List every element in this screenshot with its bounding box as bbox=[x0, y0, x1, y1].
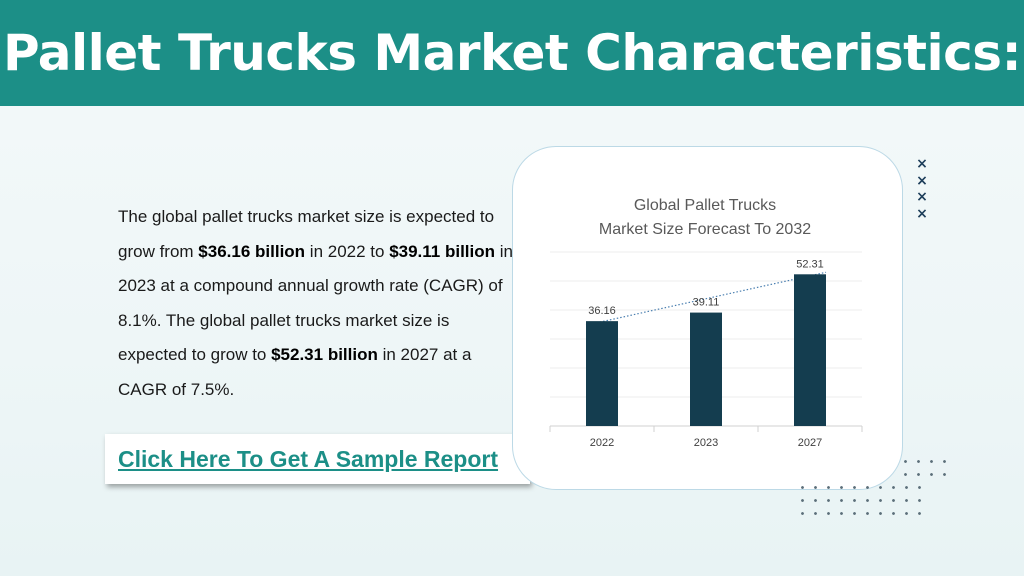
market-summary-text: The global pallet trucks market size is … bbox=[118, 200, 518, 408]
summary-text-part: in 2023 at a compound annual growth rate… bbox=[118, 241, 513, 365]
sample-report-link[interactable]: Click Here To Get A Sample Report bbox=[118, 445, 499, 472]
x-tick-label: 2022 bbox=[590, 437, 614, 449]
x-tick-label: 2027 bbox=[798, 437, 822, 449]
x-mark-icon: × bbox=[916, 189, 928, 205]
bar-value-label: 39.11 bbox=[693, 297, 720, 309]
market-size-chart: Global Pallet Trucks Market Size Forecas… bbox=[549, 197, 863, 449]
decorative-dot-grid bbox=[899, 455, 951, 481]
header-banner: Pallet Trucks Market Characteristics: bbox=[0, 0, 1024, 106]
chart-title-line2: Market Size Forecast To 2032 bbox=[599, 221, 811, 238]
page-title: Pallet Trucks Market Characteristics: bbox=[2, 24, 1022, 82]
decorative-x-marks: × × × × bbox=[913, 156, 931, 222]
bar-2022 bbox=[586, 321, 618, 426]
x-mark-icon: × bbox=[916, 205, 928, 222]
bar-value-label: 36.16 bbox=[588, 305, 616, 317]
value-2022-highlight: $36.16 billion bbox=[198, 241, 306, 261]
decorative-dot-grid bbox=[796, 481, 926, 520]
chart-card: Global Pallet Trucks Market Size Forecas… bbox=[512, 146, 903, 490]
bar-2027 bbox=[794, 274, 826, 426]
summary-text-part: in 2027 at a CAGR of 7.5%. bbox=[118, 345, 472, 399]
trend-line bbox=[585, 271, 827, 326]
bar-2023 bbox=[690, 312, 722, 426]
summary-text-part: The global pallet trucks market size is … bbox=[118, 207, 495, 261]
summary-text-part: in 2022 to bbox=[305, 241, 390, 261]
chart-title-line1: Global Pallet Trucks bbox=[634, 197, 776, 214]
value-2027-highlight: $52.31 billion bbox=[271, 345, 378, 365]
x-mark-icon: × bbox=[916, 156, 928, 172]
x-tick-label: 2023 bbox=[694, 437, 718, 449]
sample-report-cta[interactable]: Click Here To Get A Sample Report bbox=[105, 434, 530, 484]
bar-value-label: 52.31 bbox=[796, 258, 824, 270]
x-mark-icon: × bbox=[916, 172, 928, 189]
value-2023-highlight: $39.11 billion bbox=[389, 241, 496, 261]
